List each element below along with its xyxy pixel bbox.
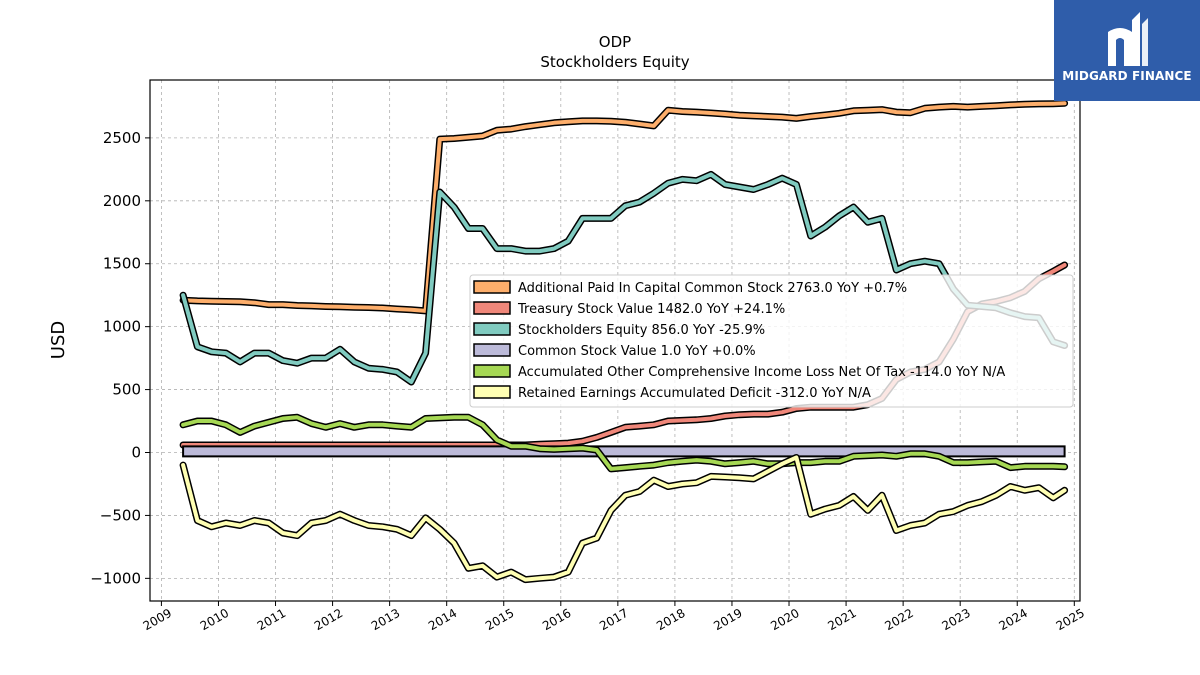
series-4: [179, 413, 1069, 473]
chart-title: ODP: [599, 33, 631, 51]
plot-frame: [149, 79, 1081, 602]
x-tick-label: 2023: [939, 606, 972, 633]
x-tick-label: 2014: [426, 606, 459, 633]
y-tick-label: 2000: [103, 192, 141, 210]
legend-swatch: [473, 280, 511, 294]
x-tick-label: 2018: [654, 606, 687, 633]
legend-label: Stockholders Equity 856.0 YoY -25.9%: [518, 323, 765, 338]
x-tick-label: 2015: [483, 606, 516, 633]
brand-logo: MIDGARD FINANCE: [1054, 0, 1200, 101]
y-axis-label: USD: [48, 321, 69, 359]
series-line: [181, 172, 1067, 384]
chart-subtitle: Stockholders Equity: [540, 53, 689, 71]
midgard-logo-icon: [1108, 12, 1148, 66]
legend-label: Retained Earnings Accumulated Deficit -3…: [518, 386, 871, 401]
series-line: [181, 415, 1067, 471]
legend-label: Accumulated Other Comprehensive Income L…: [518, 365, 1005, 380]
y-tick-label: −500: [100, 506, 141, 524]
y-tick-label: 2500: [103, 129, 141, 147]
y-tick-label: 1500: [103, 255, 141, 273]
series-line: [181, 455, 1067, 582]
y-tick-label: −1000: [90, 569, 141, 587]
legend: Additional Paid In Capital Common Stock …: [469, 274, 1074, 408]
x-tick-label: 2020: [768, 606, 801, 633]
x-tick-label: 2021: [825, 606, 858, 633]
series-bar: [182, 445, 1066, 458]
legend-swatch: [473, 364, 511, 378]
series-0: [179, 99, 1069, 315]
series-3: [182, 445, 1066, 458]
y-tick-label: 500: [112, 381, 141, 399]
x-tick-label: 2017: [597, 606, 630, 633]
brand-name: MIDGARD FINANCE: [1062, 69, 1192, 83]
legend-box: [469, 274, 1074, 408]
x-tick-label: 2016: [540, 606, 573, 633]
series-line: [181, 101, 1067, 313]
legend-swatch: [473, 301, 511, 315]
x-tick-label: 2012: [312, 606, 345, 633]
legend-swatch: [473, 343, 511, 357]
legend-label: Treasury Stock Value 1482.0 YoY +24.1%: [517, 302, 785, 317]
x-tick-label: 2010: [198, 606, 231, 633]
series-5: [179, 454, 1069, 584]
x-tick-label: 2024: [997, 606, 1030, 633]
y-tick-label: 1000: [103, 318, 141, 336]
legend-swatch: [473, 322, 511, 336]
x-tick-label: 2011: [255, 606, 288, 633]
x-tick-label: 2022: [882, 606, 915, 633]
x-tick-label: 2025: [1054, 606, 1087, 633]
y-tick-label: 0: [131, 444, 141, 462]
legend-label: Common Stock Value 1.0 YoY +0.0%: [518, 344, 756, 359]
x-tick-label: 2013: [369, 606, 402, 633]
x-tick-label: 2009: [141, 606, 174, 633]
legend-label: Additional Paid In Capital Common Stock …: [518, 281, 907, 296]
legend-swatch: [473, 385, 511, 399]
x-tick-label: 2019: [711, 606, 744, 633]
series-2: [179, 170, 1069, 386]
